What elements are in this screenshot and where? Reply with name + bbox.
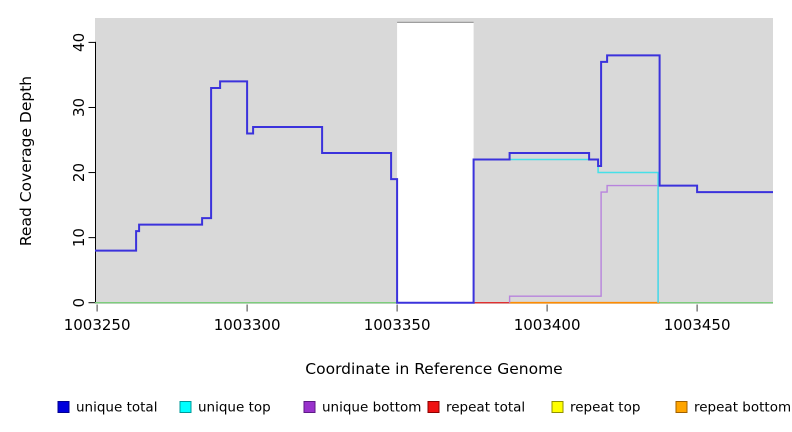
legend-swatch (675, 401, 688, 413)
legend-swatch (427, 401, 440, 413)
legend: unique total unique top unique bottom repea… (57, 400, 791, 416)
legend-label: unique top (198, 400, 271, 416)
legend-item-unique-total: unique total (57, 400, 157, 416)
x-tick-label: 1003350 (364, 316, 431, 334)
legend-label: repeat top (570, 400, 640, 416)
no-data-gap-rect (397, 23, 474, 304)
legend-item-repeat-bottom: repeat bottom (675, 400, 791, 416)
series-unique-total (95, 54, 773, 304)
x-tick-label: 1003300 (214, 316, 281, 334)
series-unique-bottom (508, 184, 659, 303)
y-tick-label: 40 (70, 33, 88, 52)
legend-item-repeat-total: repeat total (427, 400, 525, 416)
legend-swatch (551, 401, 564, 413)
legend-swatch (303, 401, 316, 413)
y-tick-label: 0 (70, 298, 88, 308)
legend-label: repeat bottom (694, 400, 791, 416)
legend-item-repeat-top: repeat top (551, 400, 640, 416)
x-axis: 1003250 1003300 1003350 1003400 1003450 (64, 304, 731, 334)
legend-item-unique-top: unique top (179, 400, 271, 416)
x-tick-label: 1003400 (514, 316, 581, 334)
x-axis-title: Coordinate in Reference Genome (305, 360, 562, 378)
legend-label: repeat total (446, 400, 525, 416)
y-tick-label: 30 (70, 98, 88, 117)
legend-item-unique-bottom: unique bottom (303, 400, 421, 416)
legend-swatch (179, 401, 192, 413)
y-axis-title: Read Coverage Depth (17, 76, 35, 246)
x-tick-label: 1003450 (664, 316, 731, 334)
legend-label: unique total (76, 400, 157, 416)
plot-background (95, 18, 773, 304)
series-layer (95, 54, 773, 304)
x-tick-label: 1003250 (64, 316, 131, 334)
legend-swatch (57, 401, 70, 413)
y-tick-label: 20 (70, 163, 88, 182)
y-tick-label: 10 (70, 228, 88, 247)
legend-label: unique bottom (322, 400, 421, 416)
y-axis: 0 10 20 30 40 (70, 33, 96, 308)
